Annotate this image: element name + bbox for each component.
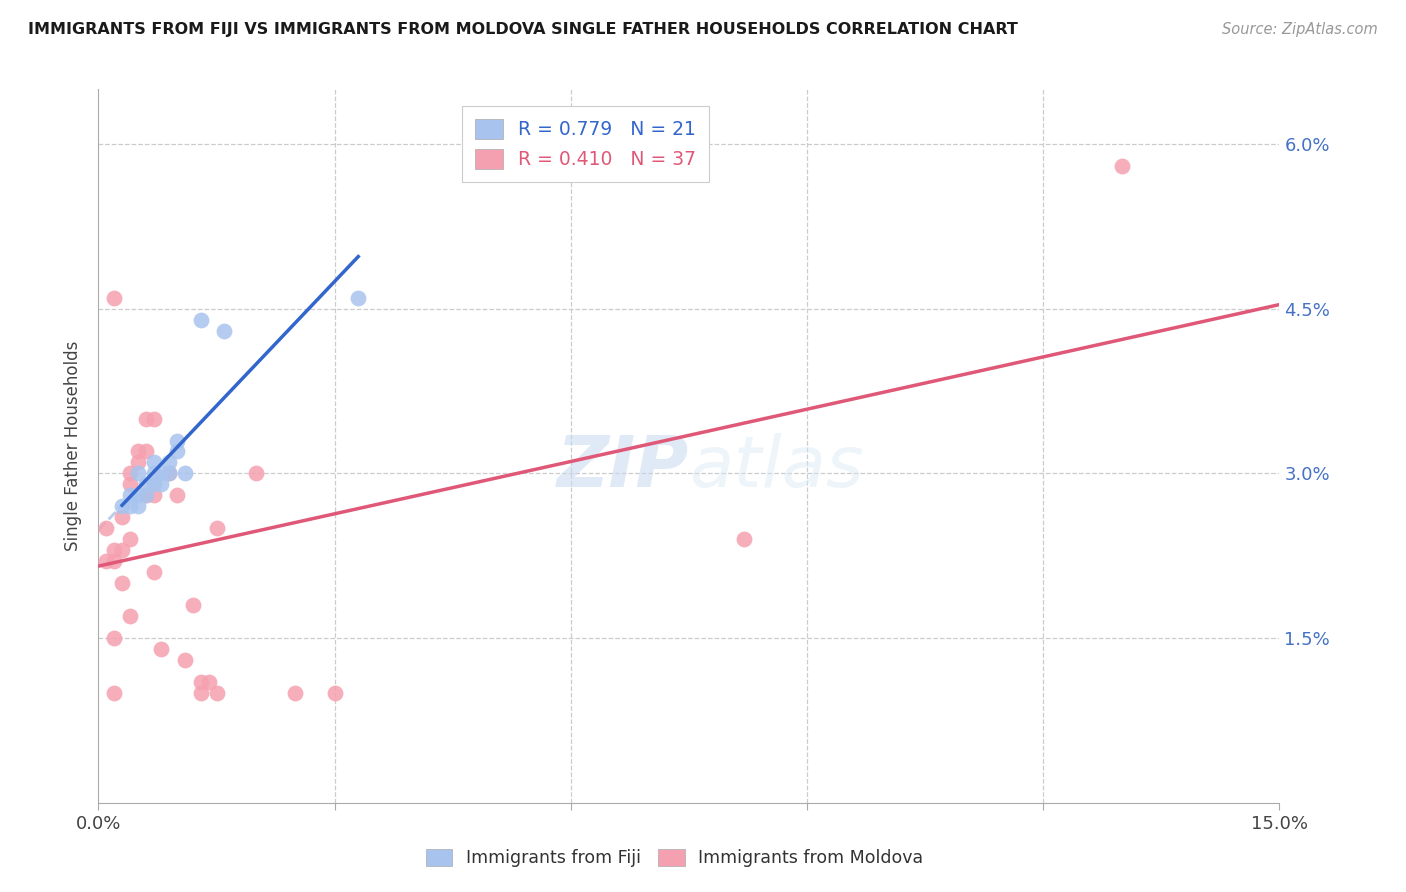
Point [284, 686, 307, 700]
Point [127, 500, 149, 514]
Point [103, 543, 125, 558]
Point [118, 533, 141, 547]
Point [157, 467, 180, 481]
Point [103, 686, 125, 700]
Point [157, 455, 180, 469]
Point [166, 434, 188, 448]
Point [135, 411, 157, 425]
Point [190, 686, 212, 700]
Point [150, 477, 173, 491]
Point [127, 488, 149, 502]
Point [166, 444, 188, 458]
Text: ZIP: ZIP [557, 433, 689, 502]
Point [142, 566, 165, 580]
Point [103, 554, 125, 568]
Point [214, 324, 236, 338]
Point [157, 467, 180, 481]
Point [96, 554, 118, 568]
Point [118, 488, 141, 502]
Point [111, 543, 134, 558]
Point [111, 576, 134, 591]
Point [142, 488, 165, 502]
Point [205, 686, 228, 700]
Point [197, 675, 219, 690]
Point [1111, 159, 1133, 173]
Point [135, 477, 157, 491]
Point [166, 488, 188, 502]
Legend: R = 0.779   N = 21, R = 0.410   N = 37: R = 0.779 N = 21, R = 0.410 N = 37 [463, 106, 710, 182]
Point [118, 500, 141, 514]
Point [135, 488, 157, 502]
Text: IMMIGRANTS FROM FIJI VS IMMIGRANTS FROM MOLDOVA SINGLE FATHER HOUSEHOLDS CORRELA: IMMIGRANTS FROM FIJI VS IMMIGRANTS FROM … [28, 22, 1018, 37]
Point [135, 444, 157, 458]
Text: Source: ZipAtlas.com: Source: ZipAtlas.com [1222, 22, 1378, 37]
Point [205, 521, 228, 535]
Point [733, 533, 755, 547]
Point [111, 510, 134, 524]
Point [118, 477, 141, 491]
Point [142, 467, 165, 481]
Point [142, 477, 165, 491]
Point [190, 312, 212, 326]
Point [142, 411, 165, 425]
Point [103, 291, 125, 305]
Point [190, 675, 212, 690]
Point [127, 444, 149, 458]
Point [323, 686, 346, 700]
Point [118, 467, 141, 481]
Point [181, 598, 204, 612]
Point [174, 467, 197, 481]
Point [174, 653, 197, 667]
Y-axis label: Single Father Households: Single Father Households [65, 341, 83, 551]
Point [103, 631, 125, 645]
Point [111, 500, 134, 514]
Text: atlas: atlas [689, 433, 863, 502]
Point [150, 467, 173, 481]
Point [127, 467, 149, 481]
Point [118, 609, 141, 624]
Point [96, 521, 118, 535]
Legend: Immigrants from Fiji, Immigrants from Moldova: Immigrants from Fiji, Immigrants from Mo… [419, 842, 931, 874]
Point [347, 291, 370, 305]
Point [135, 488, 157, 502]
Point [150, 642, 173, 657]
Point [245, 467, 267, 481]
Point [142, 455, 165, 469]
Point [127, 455, 149, 469]
